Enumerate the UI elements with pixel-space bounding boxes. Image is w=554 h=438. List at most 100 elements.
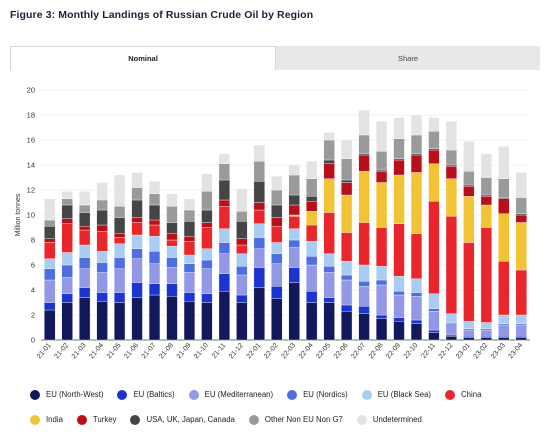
y-tick-label: 10 bbox=[27, 211, 35, 220]
bar-segment bbox=[271, 189, 283, 206]
bar-segment bbox=[463, 329, 475, 337]
bar-segment bbox=[61, 277, 73, 294]
legend-label: Undetermined bbox=[372, 415, 422, 424]
legend-item: EU (Mediterranean) bbox=[188, 389, 273, 400]
bar-segment bbox=[288, 267, 300, 283]
bar-segment bbox=[131, 199, 143, 218]
bar-segment bbox=[79, 268, 91, 288]
bar-segment bbox=[515, 324, 527, 337]
bar-segment bbox=[410, 296, 423, 321]
legend-swatch bbox=[356, 414, 367, 425]
bar-segment bbox=[463, 184, 475, 187]
bar-segment bbox=[498, 314, 510, 324]
bar-segment bbox=[183, 263, 196, 273]
bar-segment bbox=[358, 109, 370, 136]
bar-segment bbox=[498, 197, 510, 199]
bar-segment bbox=[236, 244, 248, 254]
legend-swatch bbox=[361, 389, 372, 400]
bar-segment bbox=[166, 233, 178, 241]
bar-segment bbox=[253, 237, 265, 249]
bar-segment bbox=[306, 241, 318, 257]
legend-swatch bbox=[76, 414, 87, 425]
tab-nominal[interactable]: Nominal bbox=[10, 46, 276, 70]
bar-segment bbox=[288, 194, 300, 206]
bar-segment bbox=[306, 291, 318, 303]
bar-segment bbox=[61, 252, 73, 266]
bar-segment bbox=[236, 221, 248, 239]
bar-segment bbox=[428, 131, 440, 149]
bar-segment bbox=[201, 302, 213, 341]
bar-segment bbox=[428, 149, 440, 164]
bar-segment bbox=[201, 209, 213, 223]
legend-swatch bbox=[287, 389, 298, 400]
bar-segment bbox=[393, 276, 405, 292]
chart-legend: EU (North-West) EU (Baltics) EU (Mediterra… bbox=[30, 388, 540, 438]
x-tick-label: 22-08 bbox=[368, 342, 385, 360]
bar-segment bbox=[428, 148, 440, 151]
bar-segment bbox=[96, 231, 108, 252]
view-tabs: Nominal Share bbox=[10, 46, 540, 70]
bar-segment bbox=[358, 264, 370, 282]
bar-segment bbox=[131, 234, 143, 249]
bar-segment bbox=[515, 172, 527, 198]
bar-segment bbox=[480, 196, 492, 206]
bar-segment bbox=[44, 219, 56, 227]
y-tick-label: 4 bbox=[31, 286, 35, 295]
legend-item: Undetermined bbox=[356, 414, 422, 425]
bar-segment bbox=[148, 224, 161, 237]
bar-segment bbox=[445, 334, 457, 337]
bar-segment bbox=[201, 268, 213, 294]
x-tick-label: 22-04 bbox=[298, 342, 315, 360]
bar-segment bbox=[341, 232, 353, 262]
bar-segment bbox=[306, 211, 318, 226]
bar-segment bbox=[323, 139, 335, 161]
bar-segment bbox=[79, 297, 91, 341]
bar-segment bbox=[498, 336, 510, 338]
bar-segment bbox=[96, 199, 108, 211]
bar-segment bbox=[201, 227, 213, 249]
bar-segment bbox=[201, 222, 213, 228]
bar-segment bbox=[498, 337, 510, 341]
bar-segment bbox=[218, 253, 230, 274]
bar-segment bbox=[375, 266, 388, 281]
x-tick-label: 22-09 bbox=[385, 342, 402, 360]
bar-segment bbox=[253, 144, 265, 162]
bar-segment bbox=[61, 191, 73, 199]
bar-segment bbox=[341, 274, 353, 281]
legend-swatch bbox=[30, 414, 40, 425]
tab-share[interactable]: Share bbox=[276, 46, 540, 70]
bar-segment bbox=[44, 242, 56, 259]
bar-segment bbox=[288, 239, 300, 248]
bar-segment bbox=[393, 294, 405, 318]
bar-segment bbox=[271, 286, 283, 299]
bar-segment bbox=[44, 279, 56, 303]
bar-segment bbox=[218, 163, 230, 181]
bar-segment bbox=[131, 187, 143, 201]
bar-segment bbox=[410, 172, 423, 234]
bar-segment bbox=[480, 177, 492, 196]
bar-segment bbox=[288, 164, 300, 176]
bar-segment bbox=[498, 198, 510, 214]
bar-segment bbox=[445, 216, 457, 314]
bar-segment bbox=[463, 141, 475, 172]
bar-segment bbox=[288, 204, 300, 216]
bar-segment bbox=[131, 172, 143, 188]
bar-segment bbox=[498, 323, 510, 326]
bar-segment bbox=[463, 336, 475, 338]
bar-segment bbox=[393, 317, 405, 322]
legend-swatch bbox=[30, 389, 40, 400]
bar-segment bbox=[236, 253, 248, 267]
bar-segment bbox=[253, 267, 265, 288]
bar-segment bbox=[341, 304, 353, 312]
bar-segment bbox=[515, 197, 527, 214]
bar-segment bbox=[306, 161, 318, 179]
y-tick-label: 0 bbox=[31, 336, 35, 345]
bar-segment bbox=[498, 261, 510, 316]
bar-segment bbox=[148, 236, 161, 252]
bar-segment bbox=[114, 206, 126, 218]
bar-segment bbox=[288, 282, 300, 341]
y-tick-label: 2 bbox=[31, 311, 35, 320]
bar-segment bbox=[410, 292, 423, 297]
bar-segment bbox=[148, 204, 161, 221]
bar-segment bbox=[183, 198, 196, 211]
